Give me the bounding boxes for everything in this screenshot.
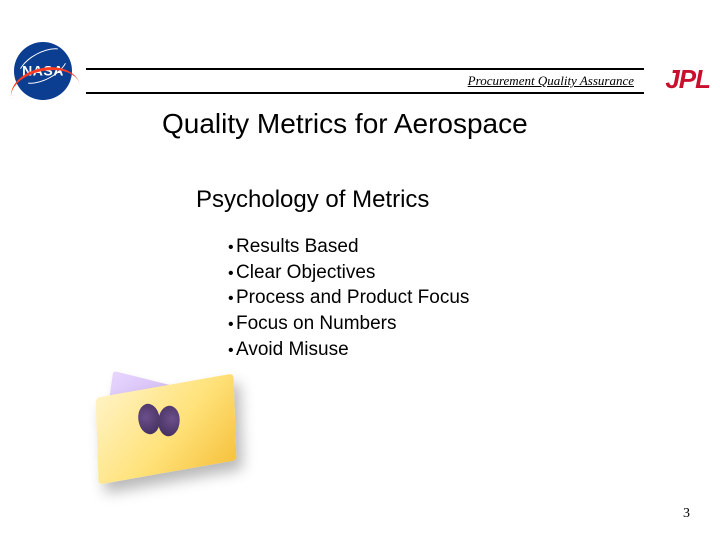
section-heading: Psychology of Metrics [196,186,429,214]
nasa-swoosh-icon [6,61,79,99]
bullet-text: Clear Objectives [236,260,375,286]
header-title-bar: Procurement Quality Assurance [86,68,644,94]
jpl-logo: JPL [665,64,710,95]
bullet-icon [228,337,236,345]
list-item: Avoid Misuse [228,337,469,363]
bullet-text: Results Based [236,234,359,260]
list-item: Clear Objectives [228,260,469,286]
list-item: Process and Product Focus [228,285,469,311]
butterfly-icon [134,402,188,442]
page-title: Quality Metrics for Aerospace [162,108,528,140]
bullet-list: Results Based Clear Objectives Process a… [228,234,469,362]
list-item: Results Based [228,234,469,260]
bullet-icon [228,260,236,268]
bullet-icon [228,311,236,319]
page-number: 3 [683,506,690,522]
bullet-icon [228,285,236,293]
bullet-text: Process and Product Focus [236,285,469,311]
bullet-text: Focus on Numbers [236,311,397,337]
bullet-icon [228,234,236,242]
list-item: Focus on Numbers [228,311,469,337]
nasa-logo: NASA [14,42,82,100]
slide: NASA Procurement Quality Assurance JPL Q… [0,0,720,540]
header: NASA Procurement Quality Assurance JPL [0,24,720,84]
nasa-circle-icon: NASA [14,42,72,100]
header-bar-text: Procurement Quality Assurance [468,73,634,89]
bullet-text: Avoid Misuse [236,337,349,363]
decorative-image [78,372,258,492]
butterfly-wing-right-icon [154,403,184,438]
